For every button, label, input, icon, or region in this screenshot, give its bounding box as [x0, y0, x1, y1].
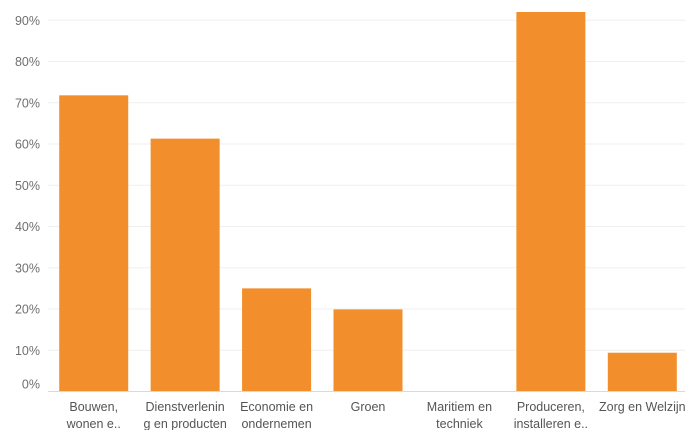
x-category-label: Bouwen, wonen e.. — [66, 400, 121, 430]
bar[interactable] — [59, 95, 129, 391]
bar[interactable] — [242, 288, 312, 392]
x-category-label: Groen — [351, 400, 386, 414]
y-tick-label: 20% — [15, 303, 40, 317]
y-tick-label: 70% — [15, 96, 40, 110]
gridlines — [48, 19, 685, 351]
x-category-label: Produceren, installeren e.. — [514, 400, 588, 430]
x-category-label: Zorg en Welzijn — [599, 400, 685, 414]
y-tick-label: 0% — [22, 378, 40, 392]
x-category-label: Dienstverlenin g en producten — [143, 400, 226, 430]
y-tick-label: 90% — [15, 14, 40, 28]
bar[interactable] — [150, 138, 220, 391]
bar[interactable] — [333, 309, 403, 391]
y-tick-label: 10% — [15, 344, 40, 358]
bars — [59, 12, 677, 392]
y-tick-label: 40% — [15, 220, 40, 234]
x-category-label-line: installeren e.. — [514, 417, 588, 430]
x-category-label-line: Maritiem en — [427, 400, 492, 414]
x-category-label-line: g en producten — [143, 417, 226, 430]
x-category-label-line: Groen — [351, 400, 386, 414]
y-tick-label: 60% — [15, 138, 40, 152]
x-category-label-line: Zorg en Welzijn — [599, 400, 685, 414]
x-category-label-line: Produceren, — [517, 400, 585, 414]
x-category-label-line: Bouwen, — [69, 400, 118, 414]
y-axis-ticks: 0% 10% 20% 30% 40% 50% 60% 70% 80% 90% — [15, 14, 40, 392]
x-category-label: Maritiem en techniek — [427, 400, 492, 430]
x-category-label: Economie en ondernemen — [240, 400, 313, 430]
x-category-label-line: ondernemen — [241, 417, 311, 430]
x-axis-category-labels: Bouwen, wonen e.. Dienstverlenin g en produ… — [66, 400, 685, 430]
x-category-label-line: Dienstverlenin — [146, 400, 225, 414]
x-category-label-line: techniek — [436, 417, 483, 430]
y-tick-label: 30% — [15, 261, 40, 275]
bar[interactable] — [607, 352, 677, 391]
bar[interactable] — [516, 12, 586, 391]
y-tick-label: 50% — [15, 179, 40, 193]
y-tick-label: 80% — [15, 55, 40, 69]
x-category-label-line: Economie en — [240, 400, 313, 414]
x-category-label-line: wonen e.. — [66, 417, 121, 430]
